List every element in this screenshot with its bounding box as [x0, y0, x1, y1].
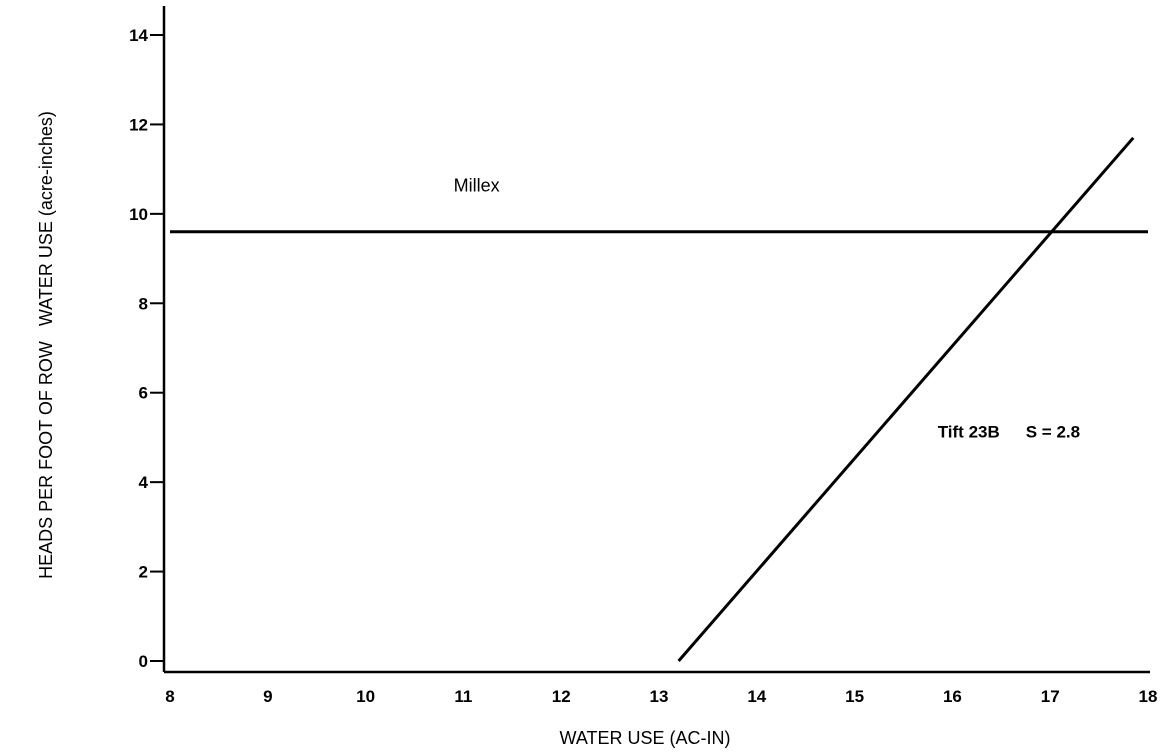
x-tick-label: 16 — [943, 687, 962, 706]
x-axis-title: WATER USE (AC-IN) — [560, 728, 731, 748]
y-tick-label: 8 — [139, 294, 148, 313]
y-tick-label: 12 — [129, 115, 148, 134]
x-tick-label: 12 — [552, 687, 571, 706]
x-tick-label: 13 — [650, 687, 669, 706]
annotation-label: Tift 23B — [938, 422, 1000, 441]
x-tick-label: 9 — [263, 687, 272, 706]
y-axis-title: HEADS PER FOOT OF ROW WATER USE (acre-in… — [36, 111, 56, 579]
x-tick-label: 17 — [1041, 687, 1060, 706]
x-tick-label: 14 — [747, 687, 766, 706]
y-tick-label: 2 — [139, 563, 148, 582]
y-tick-label: 14 — [129, 26, 148, 45]
x-tick-label: 18 — [1139, 687, 1158, 706]
y-tick-label: 4 — [139, 473, 149, 492]
x-tick-label: 8 — [165, 687, 174, 706]
x-tick-label: 11 — [454, 687, 472, 706]
y-tick-label: 0 — [139, 652, 148, 671]
annotations: Millex Tift 23B S = 2.8 — [454, 176, 1080, 442]
axes — [162, 6, 1150, 674]
x-tick-label: 15 — [845, 687, 864, 706]
series — [170, 136, 1148, 662]
annotation-label: S = 2.8 — [1026, 422, 1080, 441]
series-line-tift-23b — [677, 136, 1135, 662]
ticks: 0 2 4 6 8 10 12 14 8 9 10 11 12 13 14 15 16 17 18 — [129, 26, 1157, 706]
y-tick-label: 6 — [139, 384, 148, 403]
annotation-label: Millex — [454, 176, 500, 196]
y-tick-label: 10 — [129, 205, 148, 224]
x-tick-label: 10 — [356, 687, 375, 706]
